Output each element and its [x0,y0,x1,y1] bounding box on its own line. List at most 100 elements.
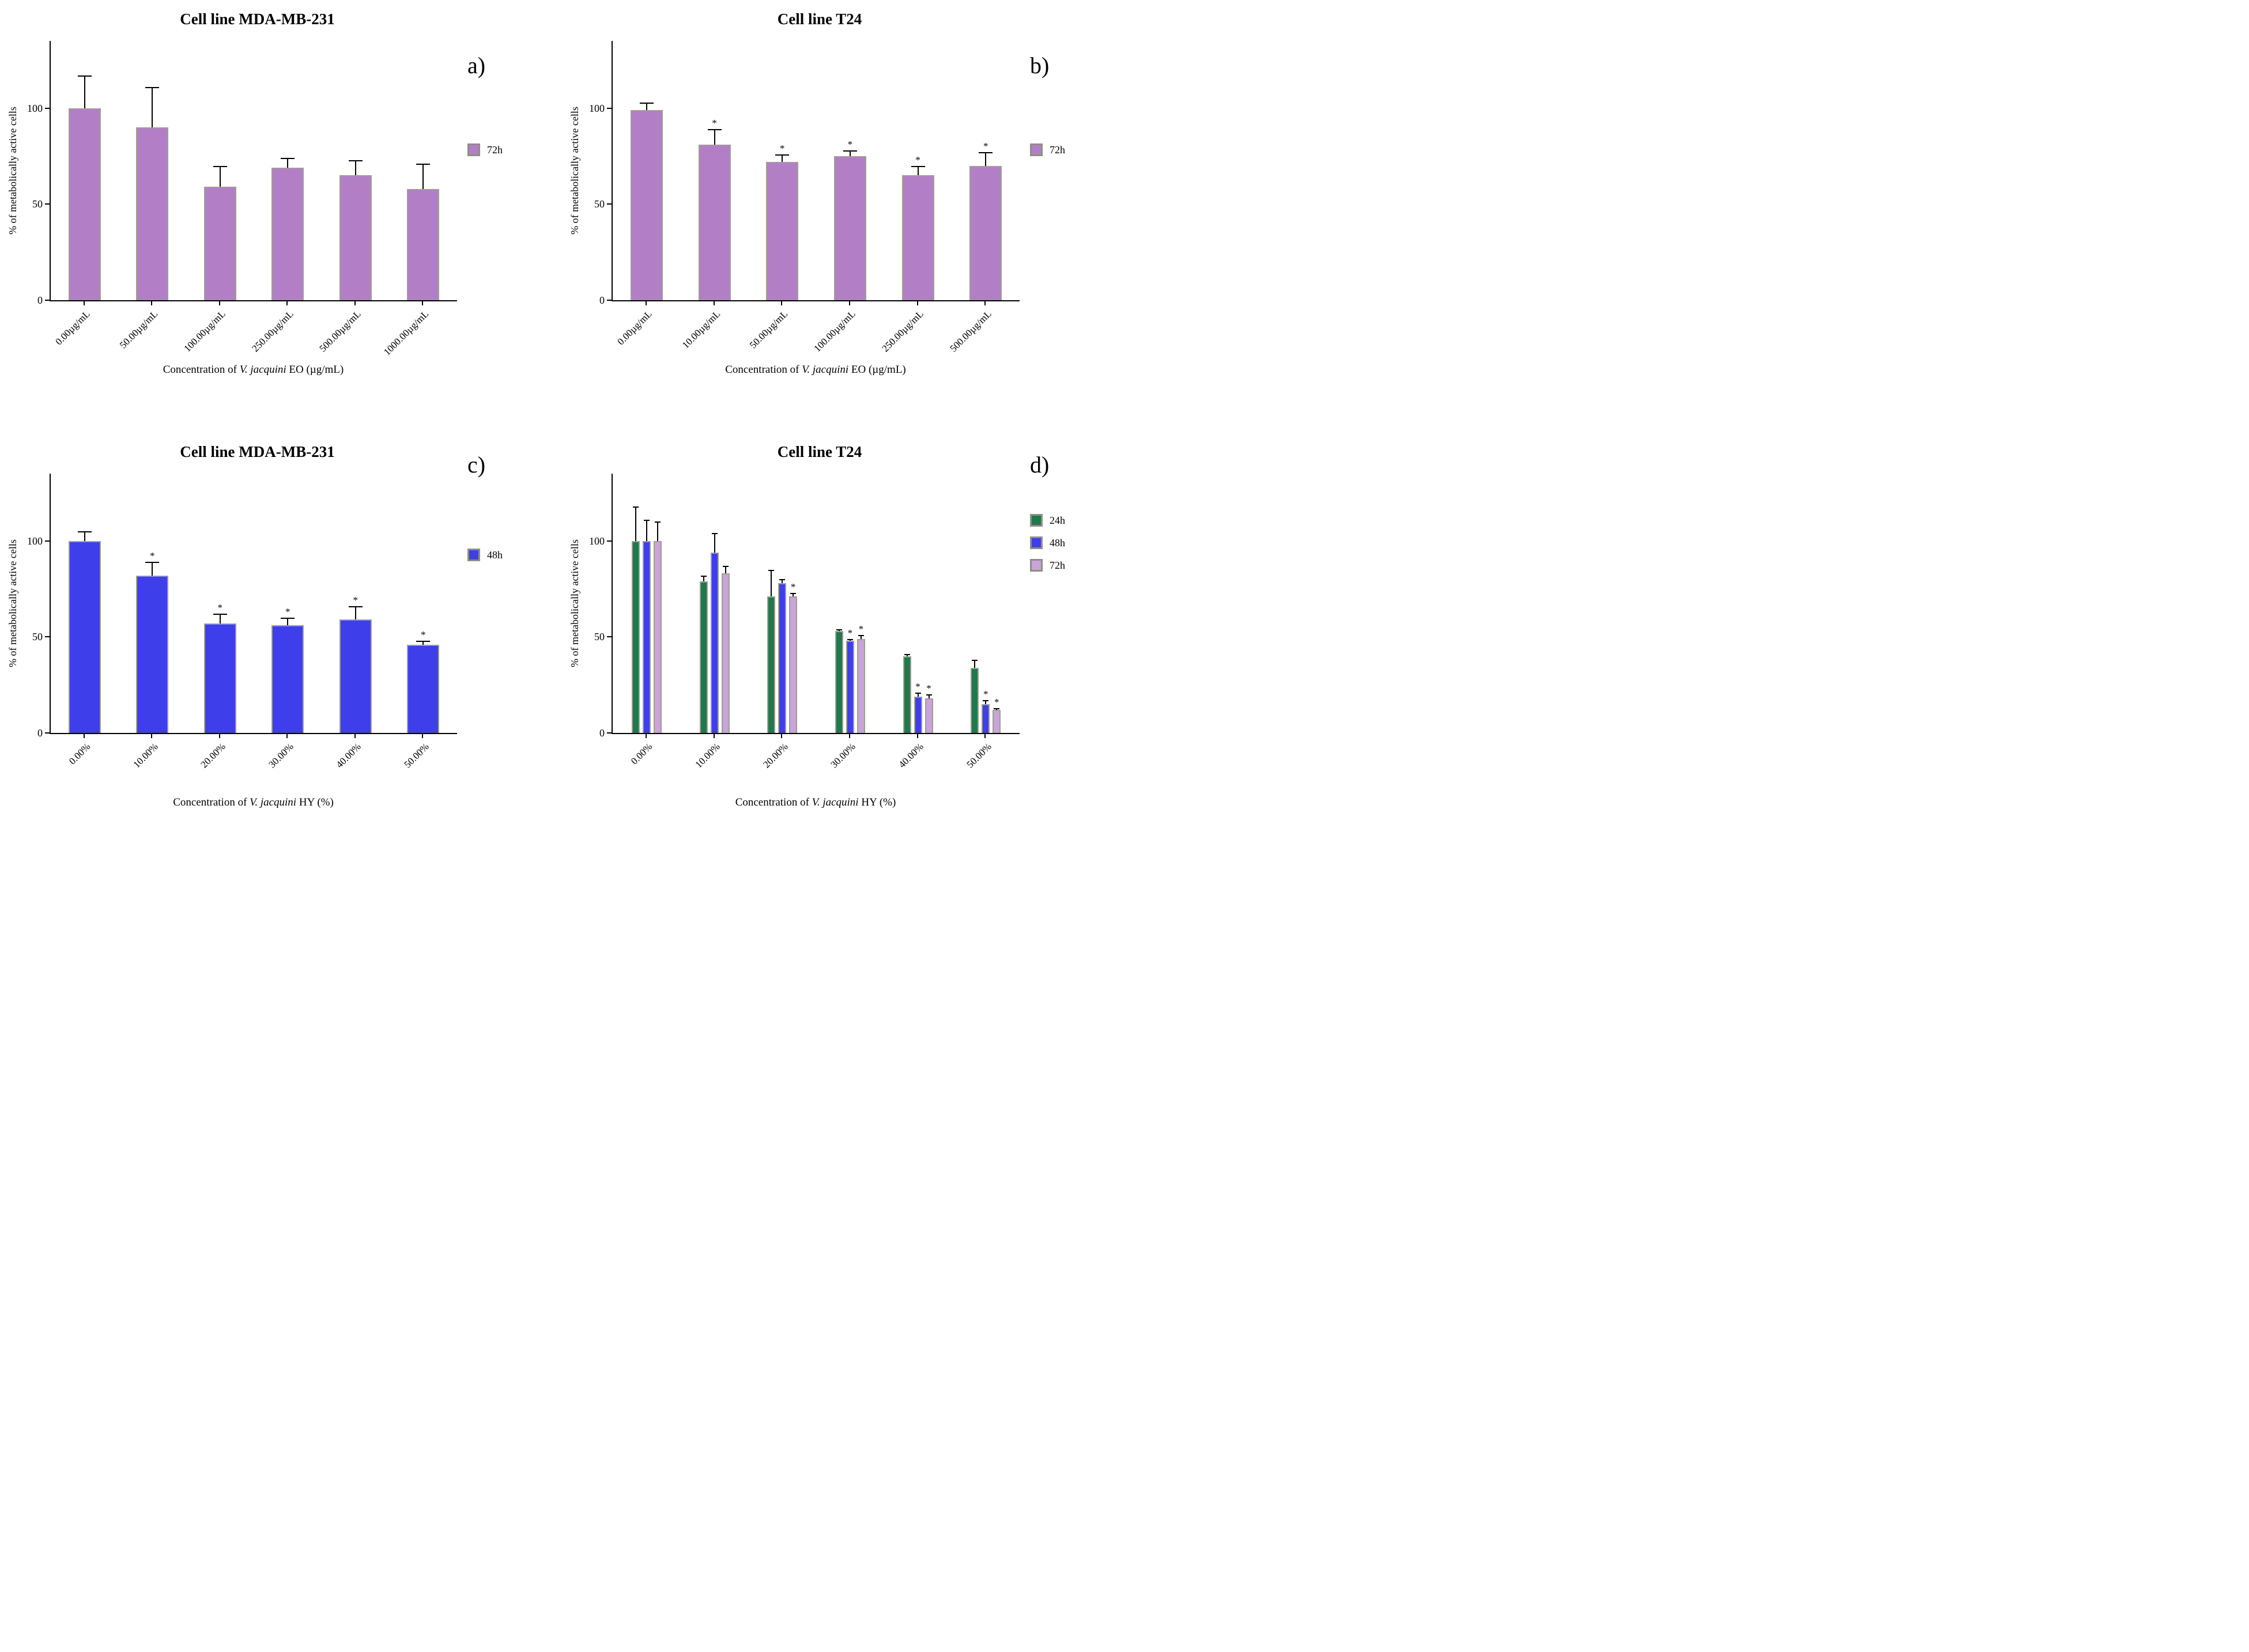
error-bar [860,635,862,639]
error-bar [793,592,794,597]
bar-72h-0.00% [653,521,662,733]
y-tick-label: 0 [37,294,43,306]
side-column: d) 24h 48h 72h [1028,419,1124,826]
x-tick-label: 10.00% [693,741,722,770]
error-bar-cap [775,154,790,156]
legend-swatch [1030,143,1043,156]
bar-fill [833,156,866,300]
bar-72h-100.00µg/mL [203,165,236,300]
legend-item-72h: 72h [467,143,562,156]
significance-star: * [847,627,853,638]
legend-label: 48h [1050,536,1065,549]
bar-group-1000.00µg/mL [390,41,458,300]
bar-fill [789,596,798,733]
bar-fill [407,644,440,733]
x-label-prefix: Concentration of [163,364,240,376]
x-tick [713,301,715,305]
error-bar-cap [926,694,932,696]
error-bar [646,102,647,110]
x-tick-label: 250.00µg/mL [250,308,296,354]
x-tick-label: 50.00% [402,741,431,770]
y-tick-label: 50 [32,631,43,643]
bar-72h-40.00%: * [924,683,933,733]
bar-72h-20.00%: * [789,582,798,733]
y-tick: 50 [32,631,51,642]
x-tick-label: 40.00% [896,741,926,770]
y-tick-label: 50 [594,198,605,210]
x-tick-label: 50.00% [964,741,994,770]
x-label-species: V. jacquini [812,796,859,808]
x-tick-label: 30.00% [266,741,296,770]
legend: 72h [467,143,562,156]
significance-star: * [847,139,853,150]
error-bar [782,154,783,162]
error-bar [646,520,647,541]
bar-48h-0.00% [68,531,101,733]
y-tick-label: 100 [589,535,605,547]
error-bar-cap [836,629,842,631]
error-bar [656,521,658,541]
bar-fill [698,145,731,300]
bar-fill [339,175,372,300]
error-bar [152,562,153,576]
chart-d: Cell line T24 % of metabolically active … [562,419,1028,826]
error-bar [974,660,976,668]
x-tick-label: 500.00µg/mL [948,308,994,354]
x-label-suffix: EO (µg/mL) [848,364,906,376]
bar-fill [982,704,990,733]
error-bar [917,693,919,697]
bar-72h-1000.00µg/mL [407,164,440,300]
x-tick-label: 10.00µg/mL [680,308,722,351]
chart-title: Cell line T24 [777,10,862,28]
x-tick [422,734,424,738]
error-bar-cap [632,506,639,508]
error-bar-cap [416,641,431,642]
x-tick [713,734,715,738]
bar-group-50.00µg/mL: * [748,41,816,300]
bar-group-500.00µg/mL [322,41,390,300]
panel-letter: d) [1030,452,1050,478]
plot-row: % of metabolically active cells 0 50 100 * *… [562,41,1028,376]
x-tick [781,301,783,305]
error-bar [985,700,987,704]
error-bar-cap [77,75,92,77]
bar-group-100.00µg/mL: * [816,41,884,300]
y-tick-label: 0 [37,727,43,739]
chart-title: Cell line MDA-MB-231 [180,10,335,28]
legend: 72h [1030,143,1124,156]
bar-fill [766,162,799,300]
error-bar [354,160,356,176]
plot-region: 0 50 100 * * * * * 0.00µg/mL 10.00µg/mL 50.00µg/m… [584,41,1028,376]
bar-group-50.00%: * * [952,474,1020,733]
bar-fill [856,638,865,733]
bar-72h-10.00µg/mL: * [698,118,731,300]
significance-star: * [150,550,155,562]
error-bar-cap [711,533,718,535]
x-tick [286,301,288,305]
y-axis-label: % of metabolically active cells [569,539,580,667]
y-tick-label: 0 [599,727,605,739]
error-bar-cap [972,660,978,661]
significance-star: * [983,141,988,152]
x-tick-label: 0.00µg/mL [53,308,93,347]
bar-fill [203,623,236,733]
legend-label: 24h [1050,514,1065,526]
plot-row: % of metabolically active cells 0 50 100 0… [0,41,465,376]
bar-72h-50.00µg/mL [136,87,169,300]
error-bar [287,618,289,626]
plot-area: 0 50 100 * * * * * * * [589,474,1020,739]
x-tick [151,301,153,305]
x-label-species: V. jacquini [250,796,297,808]
x-tick-label: 100.00µg/mL [812,308,858,354]
error-bar-cap [722,566,729,568]
y-axis-label: % of metabolically active cells [7,539,18,667]
error-bar-cap [790,592,797,594]
chart-title: Cell line T24 [777,443,862,460]
x-label-species: V. jacquini [239,364,286,376]
bar-fill [630,110,663,300]
error-bar-cap [904,654,910,656]
x-tick-label: 50.00µg/mL [118,308,160,351]
bar-72h-250.00µg/mL: * [901,155,934,300]
y-tick: 100 [27,535,51,547]
legend-label: 72h [487,143,503,156]
